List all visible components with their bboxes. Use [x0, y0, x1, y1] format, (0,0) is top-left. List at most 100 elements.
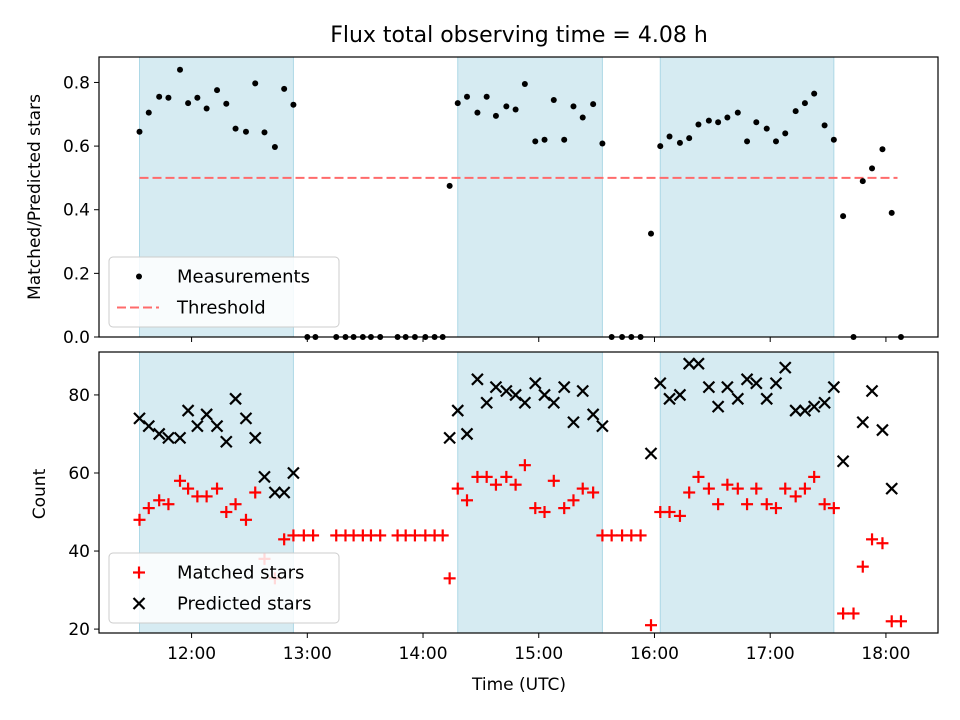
point-bottom-1-32-b: [586, 408, 600, 421]
point-top-0-0: [136, 128, 143, 135]
point-bottom-1-41: [711, 400, 725, 413]
point-bottom-1-12: [248, 431, 262, 445]
point-bottom-0-52: [645, 619, 658, 632]
point-bottom-1-9-b: [220, 435, 233, 449]
point-top-0-3: [165, 94, 172, 101]
y-axis-label-top: Matched/Predicted stars: [25, 94, 45, 300]
point-bottom-0-78: [894, 615, 907, 628]
bottom-panel: 20 40 60 80 12:00 13:00 14:00 15:00 16:00 17:00 18…: [68, 351, 939, 664]
point-bottom-1-53: [827, 380, 841, 394]
point-bottom-0-56: [683, 486, 696, 499]
point-top-0-46: [590, 101, 597, 108]
y-tick-label-top-0: 0.0: [63, 328, 90, 348]
point-top-0-47: [599, 140, 606, 147]
point-top-0-2: [156, 93, 163, 100]
point-top-0-12: [252, 80, 259, 87]
legend-label-bottom-1: Predicted stars: [177, 594, 311, 615]
point-top-0-9: [223, 100, 230, 107]
point-bottom-1-12-b: [248, 431, 262, 445]
point-top-0-71: [830, 136, 837, 143]
point-bottom-1-42: [721, 380, 734, 394]
point-top-0-68: [801, 100, 808, 107]
top-panel: 0.0 0.2 0.4 0.6 0.8 Measurements Threshold: [63, 56, 939, 348]
point-bottom-1-45-b: [750, 376, 763, 390]
x-tick-label-0: 12:00: [167, 644, 216, 664]
point-top-0-1: [145, 109, 152, 116]
point-bottom-0-18: [307, 529, 320, 542]
y-tick-label-top-2: 0.4: [63, 201, 90, 221]
point-bottom-1-9: [220, 435, 233, 449]
point-bottom-1-32: [586, 408, 600, 421]
axes-frame-bottom: [98, 351, 939, 634]
point-bottom-1-52-b: [818, 396, 831, 410]
point-bottom-1-2: [152, 427, 166, 441]
x-tick-label-5: 17:00: [746, 644, 795, 664]
point-bottom-1-44: [740, 373, 754, 386]
point-bottom-1-0-b: [133, 412, 146, 425]
point-bottom-1-46: [760, 392, 774, 406]
point-bottom-1-36-b: [663, 392, 676, 406]
point-bottom-0-27: [408, 529, 421, 542]
point-top-0-67: [792, 108, 799, 115]
point-top-0-64: [763, 125, 770, 132]
point-top-0-60: [724, 114, 731, 121]
point-bottom-1-14: [268, 486, 282, 499]
point-bottom-1-18-b: [451, 404, 465, 417]
point-bottom-0-12: [249, 486, 262, 499]
point-top-0-42: [550, 96, 557, 103]
point-bottom-1-10: [229, 392, 242, 406]
point-bottom-1-26: [529, 376, 542, 390]
point-bottom-1-35: [653, 376, 667, 390]
point-top-0-66: [782, 130, 789, 137]
point-bottom-1-13: [258, 470, 271, 484]
legend-label-bottom-0: Matched stars: [177, 563, 304, 584]
point-bottom-1-51-b: [807, 400, 821, 413]
point-bottom-1-18: [451, 404, 465, 417]
point-bottom-0-65: [769, 502, 782, 515]
point-top-0-56: [686, 135, 693, 142]
point-bottom-0-71: [827, 502, 840, 515]
point-bottom-1-16-b: [287, 466, 300, 480]
point-bottom-1-19: [460, 427, 474, 441]
point-bottom-0-4: [174, 474, 187, 487]
point-bottom-1-58-b: [885, 482, 898, 495]
point-bottom-1-28: [547, 396, 561, 410]
x-tick-label-6: 18:00: [861, 644, 910, 664]
point-bottom-0-46: [587, 486, 600, 499]
point-top-0-10: [232, 125, 239, 132]
point-bottom-1-36: [663, 392, 676, 406]
point-bottom-1-40: [702, 380, 716, 394]
shaded-interval-top-1: [457, 56, 603, 338]
point-top-0-61: [734, 109, 741, 116]
legend-swatch-bottom-1-b: [132, 597, 146, 610]
point-bottom-0-3: [162, 498, 175, 511]
legend-swatch-top-0: [136, 273, 142, 280]
point-bottom-1-48-b: [778, 361, 792, 374]
point-top-0-8: [214, 87, 221, 94]
point-bottom-1-47-b: [769, 376, 783, 390]
point-bottom-0-54: [663, 506, 676, 519]
point-bottom-1-31-b: [576, 384, 590, 398]
point-bottom-0-62: [741, 498, 754, 511]
point-bottom-0-10: [229, 498, 242, 511]
point-top-0-32: [454, 100, 461, 107]
point-bottom-0-30: [436, 529, 449, 542]
point-bottom-0-60: [721, 478, 734, 491]
point-bottom-1-25-b: [518, 396, 532, 410]
point-bottom-0-37: [500, 470, 513, 483]
point-bottom-0-9: [220, 506, 233, 519]
point-bottom-1-33: [596, 419, 609, 433]
legend-label-top-1: Threshold: [176, 298, 266, 319]
point-bottom-1-30-b: [567, 415, 580, 429]
point-bottom-1-8: [210, 419, 224, 433]
point-top-0-74: [859, 178, 866, 185]
point-bottom-0-39: [518, 459, 531, 472]
point-bottom-1-29-b: [557, 380, 571, 394]
point-top-0-31: [446, 182, 453, 189]
point-bottom-1-21: [480, 396, 493, 410]
point-top-0-53: [657, 143, 664, 150]
point-bottom-0-59: [712, 498, 725, 511]
point-bottom-1-21-b: [480, 396, 493, 410]
point-bottom-1-47: [769, 376, 783, 390]
point-top-0-13: [261, 129, 268, 136]
